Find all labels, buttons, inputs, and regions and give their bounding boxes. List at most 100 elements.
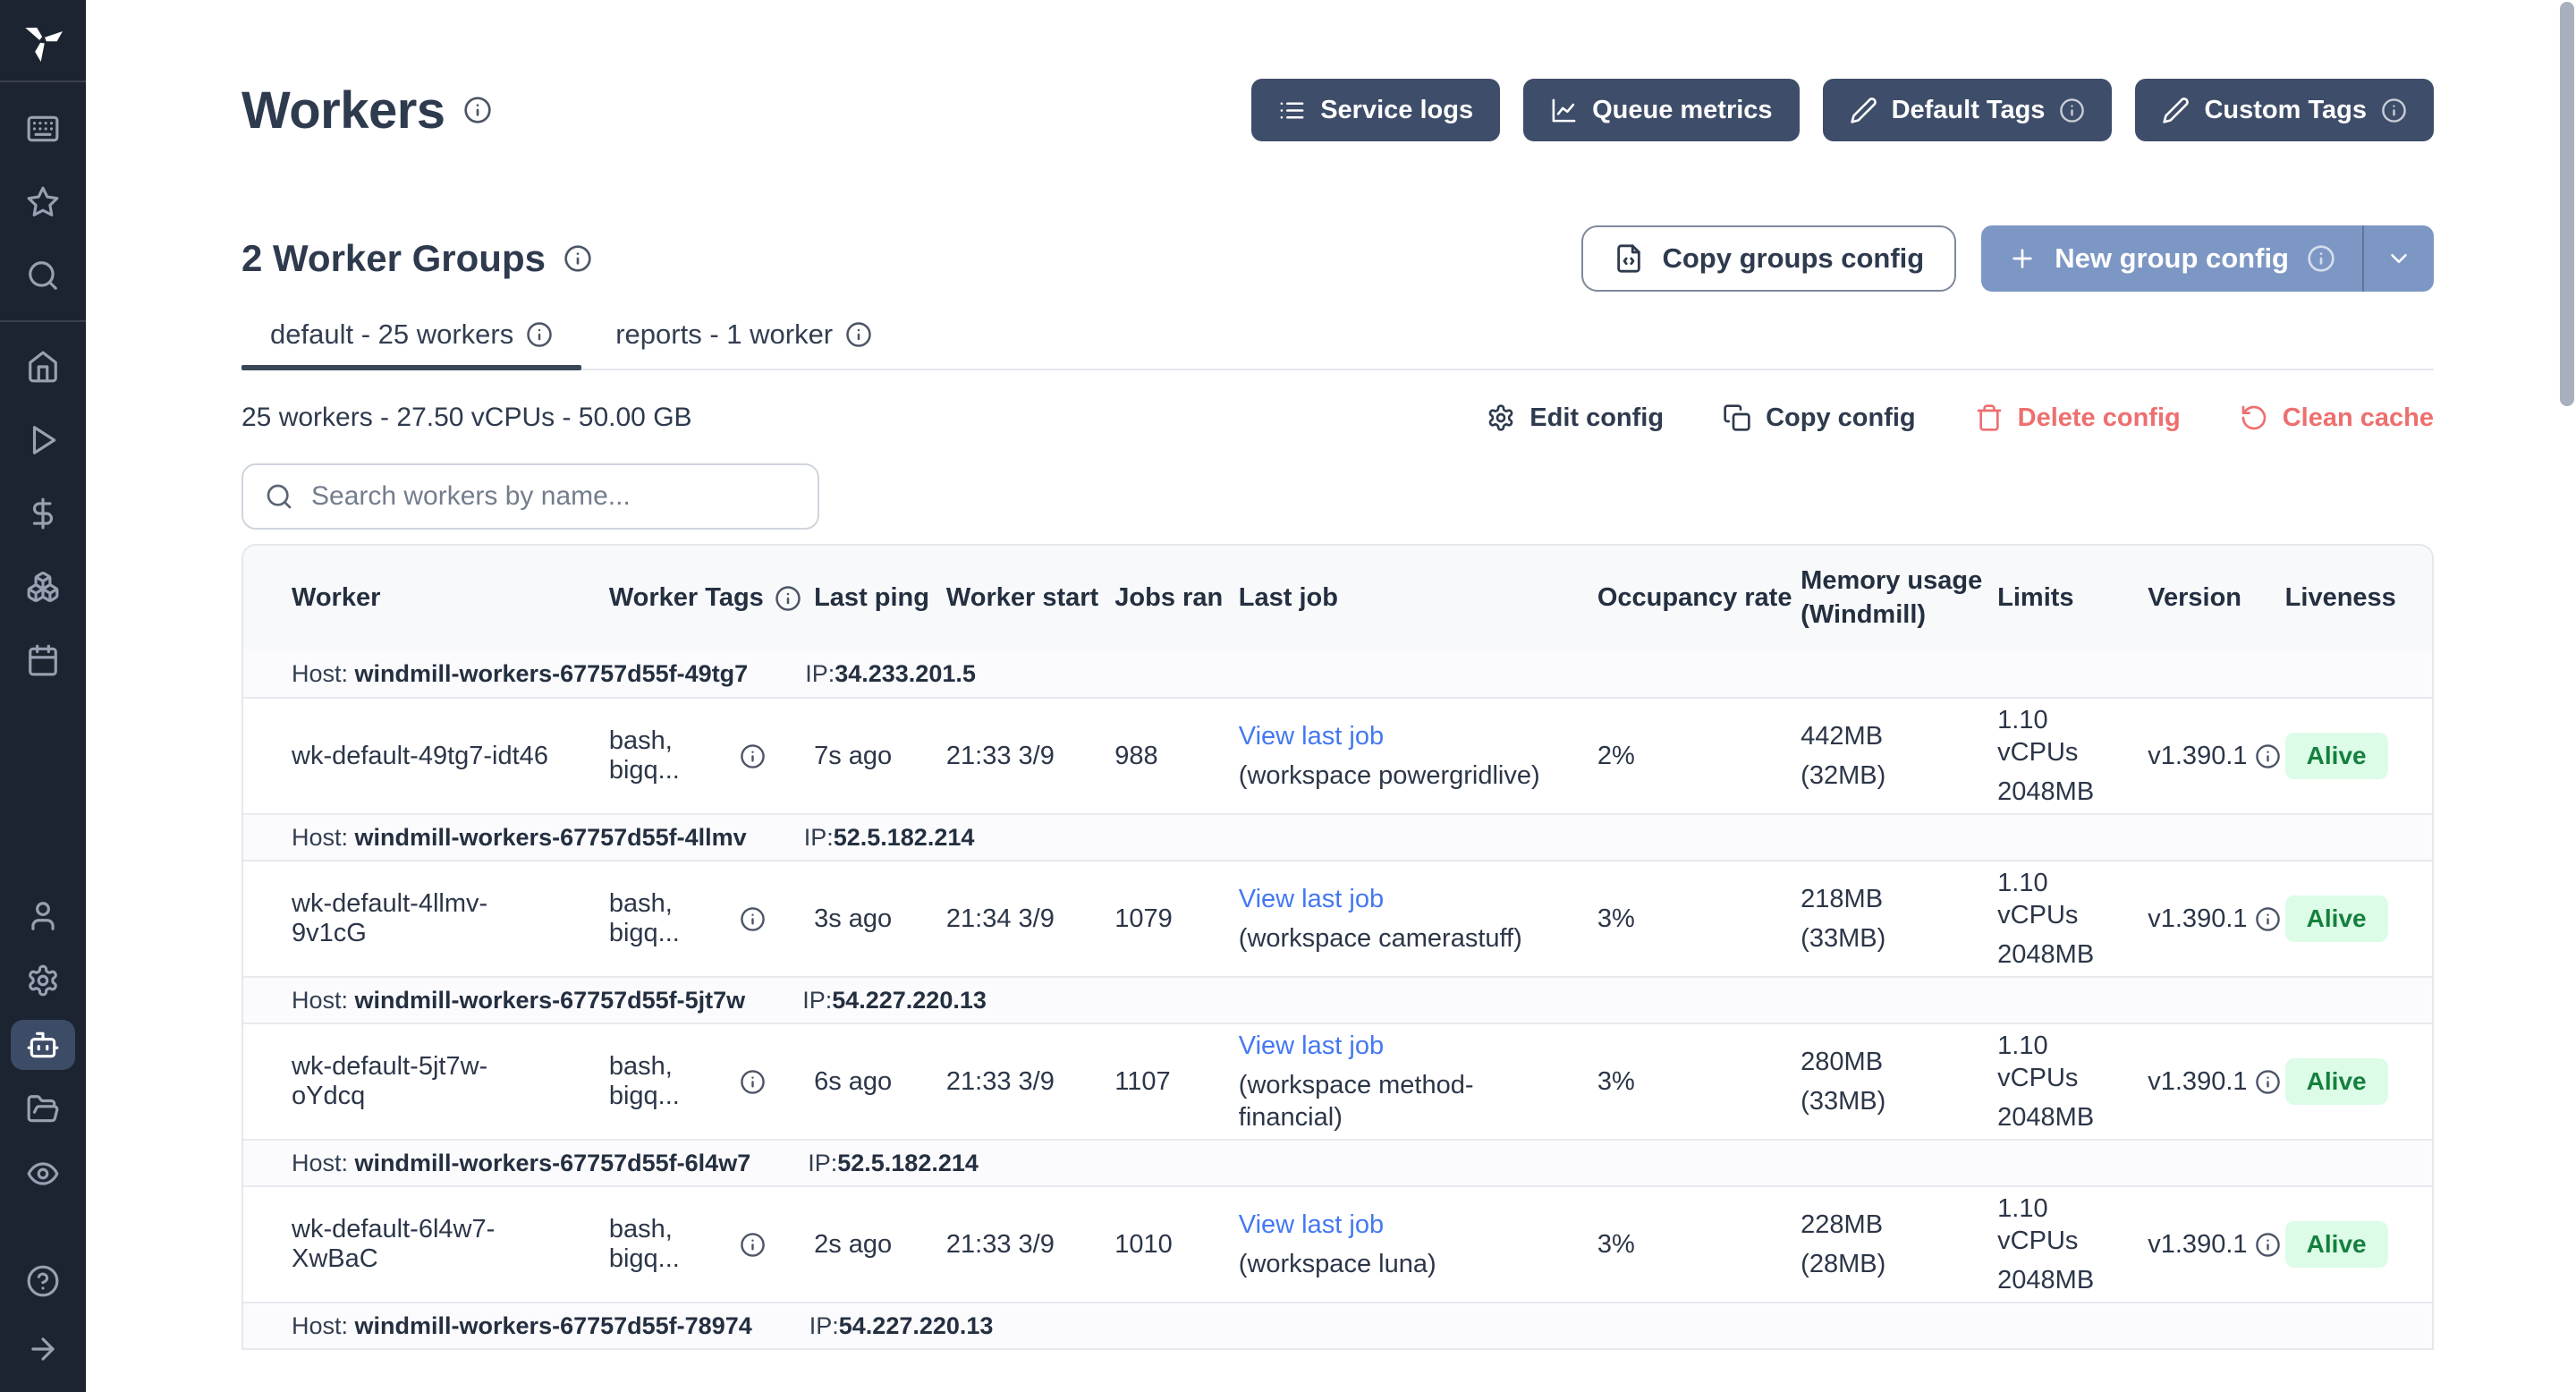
cell-worker: wk-default-6l4w7-XwBaC [243, 1215, 561, 1274]
windmill-logo[interactable] [0, 0, 86, 82]
queue-metrics-button[interactable]: Queue metrics [1523, 79, 1799, 141]
chart-icon [1550, 97, 1578, 124]
cell-liveness: Alive [2237, 1058, 2432, 1105]
sidebar-item-star[interactable] [11, 177, 75, 227]
default-tags-button[interactable]: Default Tags [1823, 79, 2113, 141]
worker-groups-info-icon[interactable] [564, 244, 592, 273]
keyboard-icon [26, 112, 60, 146]
last-job-workspace: (workspace powergridlive) [1239, 760, 1540, 792]
column-header-last-ping: Last ping [766, 581, 898, 615]
sidebar-item-keyboard[interactable] [11, 104, 75, 154]
search-icon [26, 259, 60, 293]
list-icon [1278, 97, 1306, 124]
column-header-worker-start: Worker start [898, 581, 1066, 615]
sidebar-item-eye[interactable] [11, 1149, 75, 1199]
gear-icon [1487, 403, 1515, 432]
cell-version: v1.390.1 [2099, 1067, 2236, 1097]
sidebar-item-user[interactable] [11, 891, 75, 941]
custom-tags-button[interactable]: Custom Tags [2135, 79, 2434, 141]
tab-reports[interactable]: reports - 1 worker [587, 318, 901, 369]
column-header-version: Version [2099, 581, 2236, 615]
column-header-occupancy-rate: Occupancy rate [1549, 581, 1752, 615]
cell-version: v1.390.1 [2099, 904, 2236, 934]
host-label: Host: windmill-workers-67757d55f-6l4w7 [292, 1150, 750, 1177]
host-label: Host: windmill-workers-67757d55f-78974 [292, 1312, 752, 1340]
tab-reports-info-icon[interactable] [845, 321, 872, 348]
sidebar-item-gear[interactable] [11, 955, 75, 1006]
view-last-job-link[interactable]: View last job [1239, 720, 1540, 752]
pen-icon [2162, 97, 2190, 124]
cell-memory: 280MB(33MB) [1752, 1046, 1949, 1118]
page-title: Workers [242, 81, 445, 140]
sidebar-item-arrow-right[interactable] [11, 1324, 75, 1374]
sidebar-item-robot[interactable] [11, 1020, 75, 1070]
new-group-config-button[interactable]: New group config [1981, 225, 2434, 292]
edit-config-button[interactable]: Edit config [1487, 403, 1664, 433]
star-icon [26, 185, 60, 219]
copy-config-button[interactable]: Copy config [1723, 403, 1916, 433]
cell-memory: 228MB(28MB) [1752, 1209, 1949, 1281]
new-group-config-info-icon[interactable] [2307, 244, 2335, 273]
tab-default[interactable]: default - 25 workers [242, 318, 581, 369]
tab-default-info-icon[interactable] [526, 321, 553, 348]
search-icon [265, 482, 293, 511]
host-row: Host: windmill-workers-67757d55f-49tg7IP… [243, 650, 2432, 699]
trash-icon [1975, 403, 2004, 432]
sidebar-item-dollar[interactable] [11, 488, 75, 539]
cell-jobs-ran: 1107 [1066, 1067, 1191, 1097]
pen-icon [1850, 97, 1877, 124]
sidebar-item-search[interactable] [11, 250, 75, 301]
sidebar-item-folder-open[interactable] [11, 1084, 75, 1134]
worker-tags-info-icon[interactable] [740, 1232, 766, 1258]
default-tags-info-icon[interactable] [2059, 98, 2085, 123]
host-ip: IP:54.227.220.13 [802, 987, 987, 1014]
column-header-limits: Limits [1949, 581, 2099, 615]
view-last-job-link[interactable]: View last job [1239, 1209, 1436, 1241]
eye-icon [26, 1157, 60, 1191]
column-header-tags: Worker Tags [561, 581, 766, 615]
cell-tags: bash, bigq... [561, 1052, 766, 1111]
cell-occupancy: 3% [1549, 1067, 1752, 1097]
sidebar-item-calendar[interactable] [11, 635, 75, 685]
worker-group-tabs: default - 25 workersreports - 1 worker [242, 318, 2434, 370]
view-last-job-link[interactable]: View last job [1239, 883, 1522, 915]
liveness-badge: Alive [2285, 1058, 2388, 1105]
workers-info-icon[interactable] [463, 96, 492, 124]
sidebar-item-help[interactable] [11, 1256, 75, 1306]
worker-row: wk-default-6l4w7-XwBaCbash, bigq...2s ag… [243, 1187, 2432, 1302]
worker-tags-info-icon[interactable] [740, 1069, 766, 1095]
play-icon [26, 423, 60, 457]
file-code-icon [1614, 243, 1644, 274]
cell-version: v1.390.1 [2099, 742, 2236, 771]
copy-groups-config-button[interactable]: Copy groups config [1581, 225, 1956, 292]
worker-groups-heading: 2 Worker Groups [242, 237, 546, 280]
cell-worker-start: 21:34 3/9 [898, 904, 1066, 934]
new-group-config-chevron[interactable] [2364, 225, 2434, 292]
host-label: Host: windmill-workers-67757d55f-5jt7w [292, 987, 745, 1014]
cell-limits: 1.10 vCPUs2048MB [1949, 1193, 2099, 1297]
view-last-job-link[interactable]: View last job [1239, 1030, 1549, 1062]
cell-version: v1.390.1 [2099, 1230, 2236, 1260]
worker-tags-info-icon[interactable] [740, 906, 766, 932]
cell-jobs-ran: 1010 [1066, 1230, 1191, 1260]
sidebar-item-boxes[interactable] [11, 562, 75, 612]
sidebar-item-play[interactable] [11, 415, 75, 465]
cell-occupancy: 3% [1549, 904, 1752, 934]
dollar-icon [26, 497, 60, 530]
plus-icon [2008, 244, 2037, 273]
chevron-down-icon [2385, 245, 2412, 272]
delete-config-button[interactable]: Delete config [1975, 403, 2181, 433]
cell-last-job: View last job (workspace powergridlive) [1191, 720, 1549, 793]
worker-tags-info-icon[interactable] [740, 743, 766, 769]
sidebar-item-home[interactable] [11, 342, 75, 392]
cell-last-job: View last job(workspace luna) [1191, 1209, 1549, 1281]
cell-worker: wk-default-49tg7-idt46 [243, 742, 561, 771]
custom-tags-info-icon[interactable] [2381, 98, 2407, 123]
scrollbar-thumb[interactable] [2560, 2, 2574, 406]
search-input[interactable] [309, 480, 796, 513]
clean-cache-button[interactable]: Clean cache [2240, 403, 2434, 433]
cell-worker-start: 21:33 3/9 [898, 1230, 1066, 1260]
cell-occupancy: 3% [1549, 1230, 1752, 1260]
host-ip: IP:34.233.201.5 [805, 660, 976, 688]
service-logs-button[interactable]: Service logs [1251, 79, 1500, 141]
